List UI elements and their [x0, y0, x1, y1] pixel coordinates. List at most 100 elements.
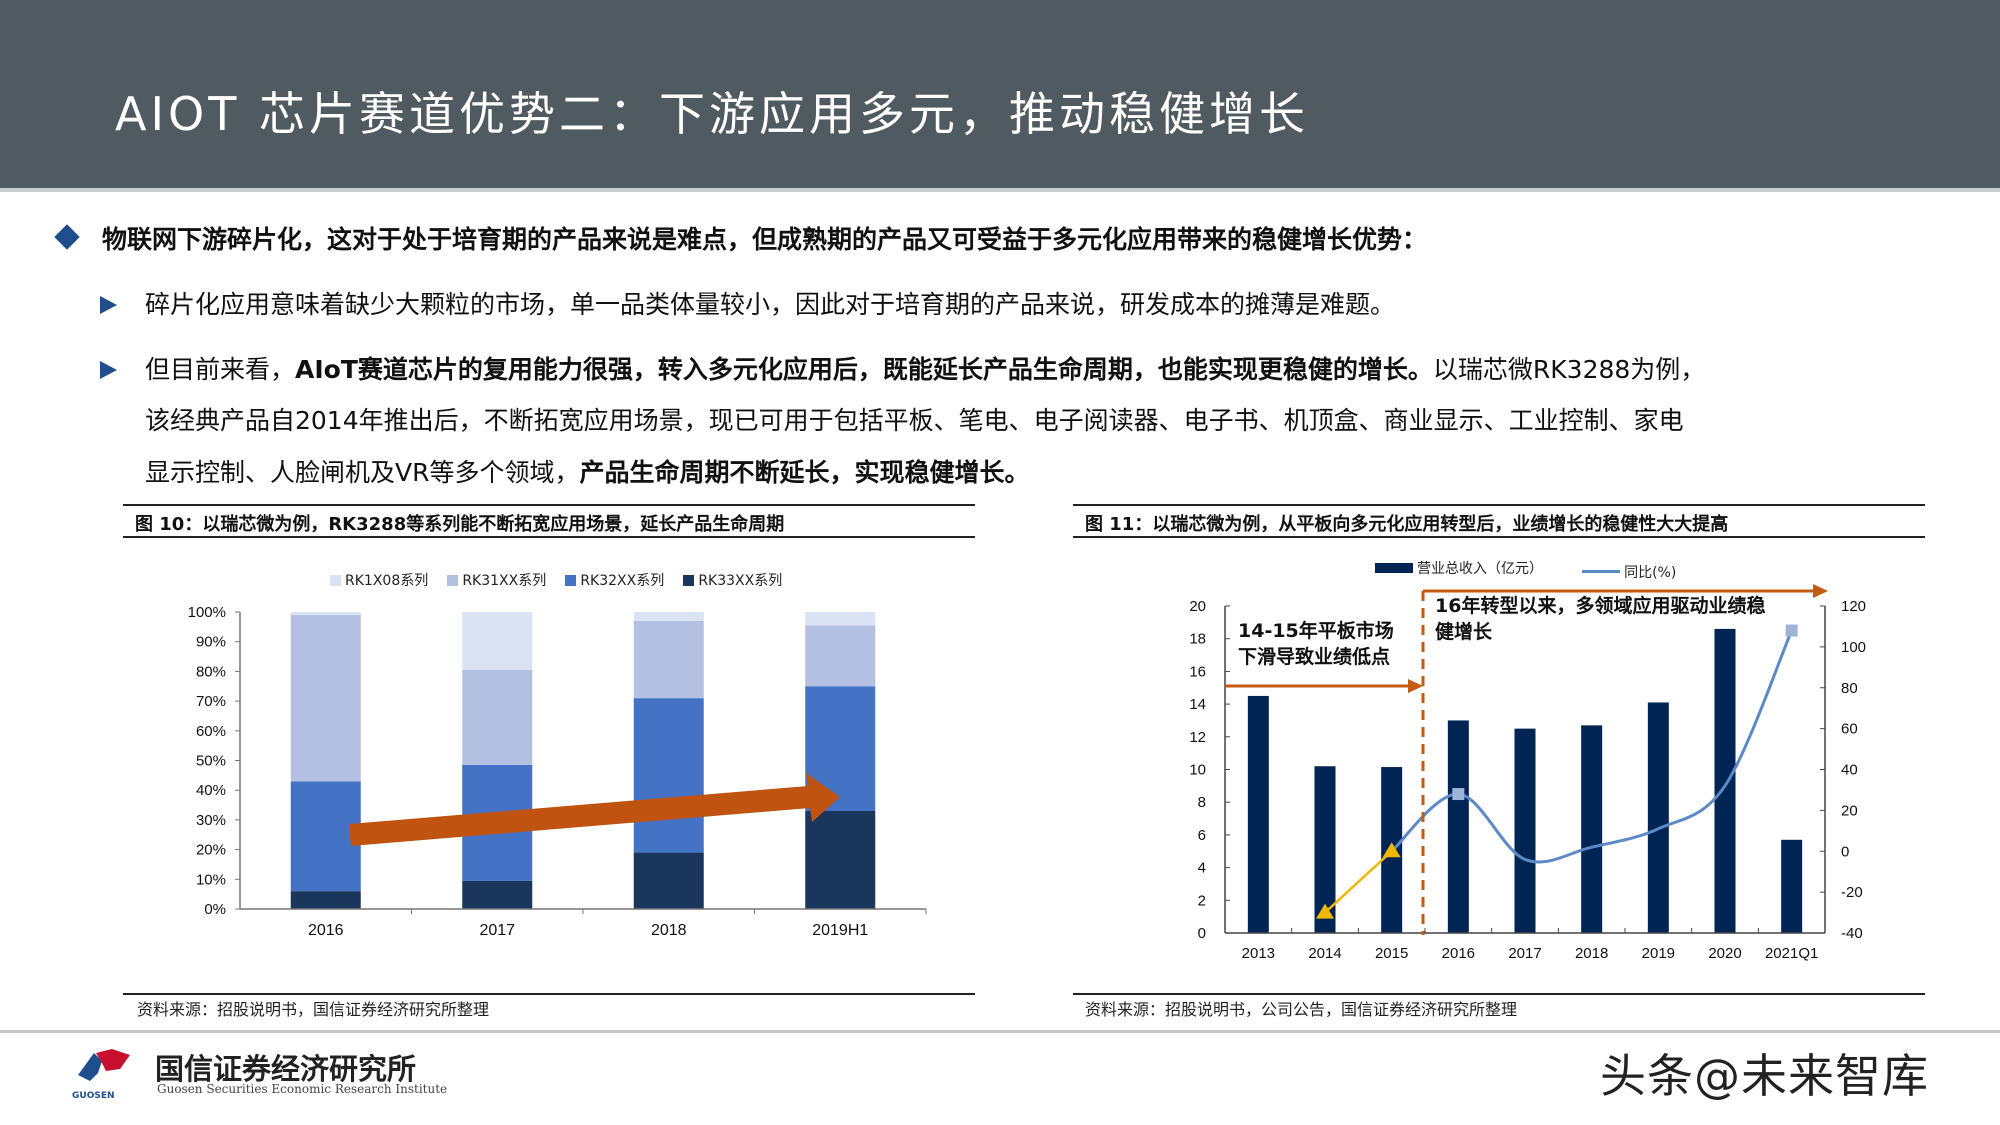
sub-bullet-2-text-c: 以瑞芯微RK3288为例，: [1432, 355, 1706, 384]
y-tick-label: 30%: [196, 812, 226, 829]
x-tick-label: 2017: [479, 922, 515, 939]
legend-swatch-icon: [565, 574, 577, 586]
revenue-bar: [1247, 695, 1269, 933]
y-right-tick-label: 100: [1841, 639, 1866, 656]
legend-label: RK33XX系列: [698, 573, 783, 589]
stacked-bar-segment: [633, 852, 704, 909]
x-tick-label: 2015: [1375, 945, 1408, 962]
header-divider: [0, 188, 2000, 192]
yoy-marker-icon: [1452, 788, 1465, 801]
annotation-line: 下滑导致业绩低点: [1238, 646, 1391, 668]
slide-title: AIOT 芯片赛道优势二：下游应用多元，推动稳健增长: [115, 87, 1309, 141]
stacked-bar-segment: [290, 891, 361, 909]
fig11-source: 资料来源：招股说明书，公司公告，国信证券经济研究所整理: [1085, 1000, 1518, 1019]
sub-bullet-2-line3-bold: 产品生命周期不断延长，实现稳健增长。: [579, 458, 1030, 487]
x-tick-label: 2018: [1575, 945, 1608, 962]
legend-line-icon: [1582, 570, 1621, 573]
sub-bullet-2-text-bold: AIoT赛道芯片的复用能力很强，转入多元化应用后，既能延长产品生命周期，也能实现…: [295, 355, 1433, 384]
revenue-bar: [1314, 766, 1336, 933]
legend-rk32xx: RK32XX系列: [565, 570, 664, 590]
revenue-bar: [1581, 725, 1603, 933]
arrow-bullet-icon: [100, 296, 117, 314]
fig11-source-rule: [1073, 993, 1925, 995]
stacked-bar-segment: [290, 612, 361, 615]
stacked-bar-segment: [462, 880, 533, 909]
y-left-tick-label: 8: [1198, 794, 1206, 811]
y-right-tick-label: -20: [1841, 884, 1863, 901]
stacked-bar-segment: [805, 612, 876, 626]
x-tick-label: 2014: [1308, 945, 1341, 962]
y-right-tick-label: 120: [1841, 598, 1866, 615]
stacked-bar-segment: [462, 669, 533, 765]
y-left-tick-label: 16: [1189, 663, 1206, 680]
fig11-bottom-rule: [1073, 536, 1925, 538]
sub-bullet-2: 但目前来看，AIoT赛道芯片的复用能力很强，转入多元化应用后，既能延长产品生命周…: [100, 350, 1705, 386]
arrow-bullet-icon: [100, 361, 117, 379]
triangle-marker-icon: [1316, 903, 1334, 919]
y-right-tick-label: 0: [1841, 843, 1849, 860]
yoy-2014-segment: [1324, 850, 1393, 914]
arrow-right-icon: [1813, 584, 1828, 598]
fig11-top-rule: [1073, 504, 1925, 506]
legend-label: RK1X08系列: [345, 573, 429, 589]
fig10-bottom-rule: [123, 536, 975, 538]
legend-rk33xx: RK33XX系列: [683, 570, 782, 590]
legend-swatch-icon: [683, 574, 695, 586]
legend-swatch-icon: [330, 574, 341, 586]
arrow-right-icon: [1408, 679, 1423, 693]
y-left-tick-label: 20: [1189, 598, 1206, 615]
y-tick-label: 0%: [204, 901, 226, 918]
legend-label: 营业总收入（亿元）: [1417, 561, 1543, 577]
x-tick-label: 2017: [1508, 945, 1541, 962]
revenue-bar: [1514, 728, 1536, 933]
stacked-bar-segment: [633, 698, 704, 853]
revenue-bar: [1714, 628, 1736, 933]
y-right-tick-label: 20: [1841, 802, 1858, 819]
y-left-tick-label: 18: [1189, 631, 1206, 648]
legend-bar-icon: [1375, 563, 1413, 573]
y-left-tick-label: 14: [1189, 696, 1206, 713]
annotation-line: 16年转型以来，多领域应用驱动业绩稳: [1435, 595, 1766, 617]
annotation-low-point: 14-15年平板市场 下滑导致业绩低点: [1238, 618, 1394, 670]
sub-bullet-1-text: 碎片化应用意味着缺少大颗粒的市场，单一品类体量较小，因此对于培育期的产品来说，研…: [145, 290, 1396, 319]
y-tick-label: 10%: [196, 871, 226, 888]
x-tick-label: 2016: [1442, 945, 1475, 962]
sub-bullet-2-line2: 该经典产品自2014年推出后，不断拓宽应用场景，现已可用于包括平板、笔电、电子阅…: [145, 406, 1684, 435]
guosen-logo-icon: [78, 1049, 130, 1081]
y-left-tick-label: 4: [1198, 860, 1206, 877]
fig11-legend: 营业总收入（亿元） 同比(%): [1375, 558, 1690, 582]
fig10-source: 资料来源：招股说明书，国信证券经济研究所整理: [137, 1000, 490, 1019]
revenue-bar: [1447, 720, 1469, 933]
y-right-tick-label: 40: [1841, 762, 1858, 779]
annotation-line: 健增长: [1435, 621, 1493, 643]
x-tick-label: 2019H1: [812, 922, 868, 939]
footer-divider: [0, 1030, 2000, 1033]
yoy-marker-icon: [1785, 624, 1798, 637]
legend-rk1x08: RK1X08系列: [330, 570, 428, 590]
y-tick-label: 90%: [196, 634, 226, 651]
stacked-bar-segment: [290, 614, 361, 782]
x-tick-label: 2020: [1708, 945, 1741, 962]
org-name-cn: 国信证券经济研究所: [155, 1052, 417, 1086]
stacked-bar-segment: [633, 612, 704, 621]
stacked-bar-segment: [805, 810, 876, 909]
sub-bullet-2-line3: 显示控制、人脸闸机及VR等多个领域，产品生命周期不断延长，实现稳健增长。: [145, 453, 1030, 489]
y-left-tick-label: 2: [1198, 892, 1206, 909]
stacked-bar-segment: [290, 781, 361, 892]
sub-bullet-2-text-a: 但目前来看，: [145, 355, 296, 384]
x-tick-label: 2016: [308, 922, 344, 939]
stacked-bar-segment: [805, 625, 876, 687]
trend-arrow-icon: [349, 773, 840, 846]
x-tick-label: 2021Q1: [1765, 945, 1818, 962]
legend-yoy: 同比(%): [1582, 562, 1676, 582]
y-tick-label: 50%: [196, 753, 226, 770]
fig10-title: 图 10：以瑞芯微为例，RK3288等系列能不断拓宽应用场景，延长产品生命周期: [135, 514, 785, 535]
fig11-title: 图 11：以瑞芯微为例，从平板向多元化应用转型后，业绩增长的稳健性大大提高: [1085, 514, 1729, 535]
y-right-tick-label: -40: [1841, 925, 1863, 942]
y-tick-label: 40%: [196, 782, 226, 799]
fig10-legend: RK1X08系列 RK31XX系列 RK32XX系列 RK33XX系列: [330, 570, 796, 590]
annotation-line: 14-15年平板市场: [1238, 620, 1394, 642]
y-right-tick-label: 60: [1841, 721, 1858, 738]
fig10-source-rule: [123, 993, 975, 995]
